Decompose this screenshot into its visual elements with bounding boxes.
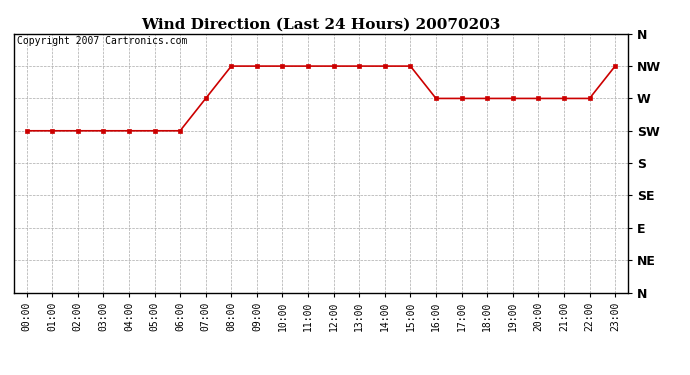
Text: Copyright 2007 Cartronics.com: Copyright 2007 Cartronics.com <box>17 36 187 46</box>
Title: Wind Direction (Last 24 Hours) 20070203: Wind Direction (Last 24 Hours) 20070203 <box>141 17 500 31</box>
